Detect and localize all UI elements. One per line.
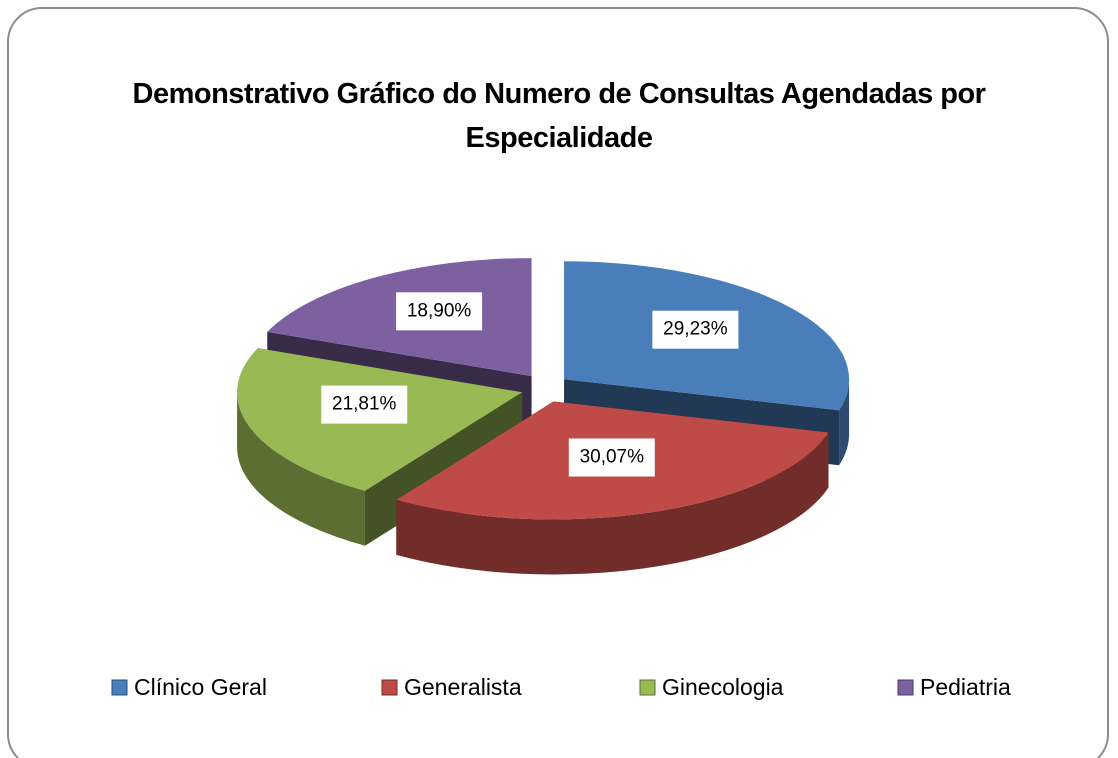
- data-label-box: [396, 292, 483, 331]
- data-label: 29,23%: [663, 319, 728, 340]
- data-label-box: [568, 438, 655, 477]
- legend-swatch: [639, 679, 656, 696]
- slice-wall: [237, 392, 365, 546]
- data-label: 21,81%: [332, 394, 397, 415]
- legend-label: Generalista: [404, 674, 522, 700]
- data-label-box: [321, 385, 408, 424]
- slice-wall: [839, 379, 850, 466]
- data-label: 30,07%: [580, 447, 645, 468]
- legend-swatch: [381, 679, 398, 696]
- legend-label: Pediatria: [920, 674, 1011, 700]
- chart-title: Demonstrativo Gráfico do Numero de Consu…: [132, 78, 986, 154]
- data-label-box: [652, 310, 739, 349]
- legend-swatch: [111, 679, 128, 696]
- chart-border: [7, 7, 1109, 758]
- legend-label: Clínico Geral: [134, 674, 267, 700]
- data-label: 18,90%: [407, 300, 472, 321]
- legend-label: Ginecologia: [662, 674, 784, 700]
- legend-swatch: [897, 679, 914, 696]
- slice-wall: [396, 432, 829, 575]
